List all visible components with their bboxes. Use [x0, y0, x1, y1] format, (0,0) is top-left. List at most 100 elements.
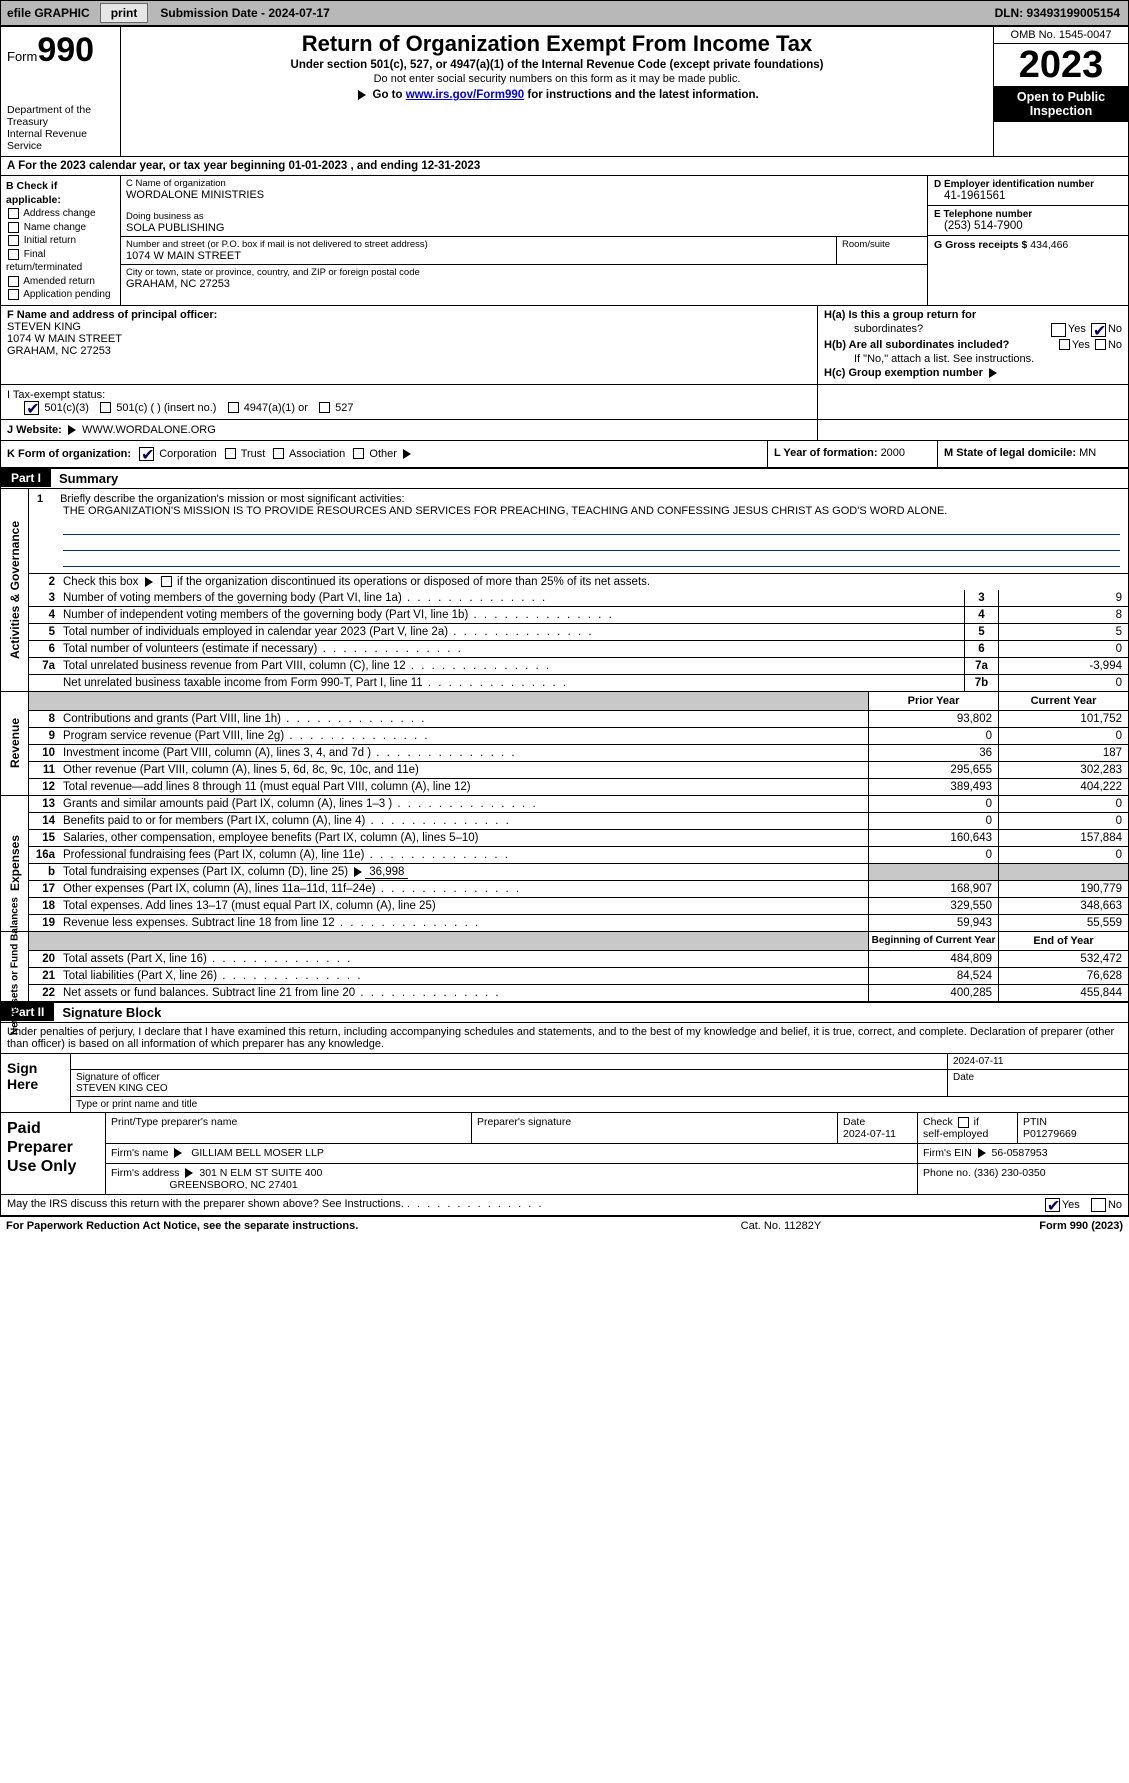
checkbox-icon[interactable] [100, 402, 111, 413]
line-box: 7b [964, 675, 998, 691]
chk5: Amended return [23, 276, 95, 287]
discuss-label: May the IRS discuss this return with the… [7, 1198, 404, 1210]
line-num: 15 [29, 830, 59, 846]
checkbox-icon[interactable] [228, 402, 239, 413]
i-label: I Tax-exempt status: [7, 389, 105, 401]
check-amended: Amended return [6, 275, 115, 289]
checkbox-icon[interactable] [8, 222, 19, 233]
m-val: MN [1079, 447, 1096, 459]
arrow-icon [174, 1148, 182, 1158]
line-2: 2 Check this box if the organization dis… [29, 574, 1128, 590]
checkbox-icon[interactable] [8, 276, 19, 287]
prep-date-val: 2024-07-11 [843, 1128, 896, 1140]
checkbox-icon[interactable] [1091, 1198, 1106, 1212]
dba-label: Doing business as [126, 211, 922, 222]
ha-label: H(a) Is this a group return for [824, 309, 976, 321]
line-num: 7a [29, 658, 59, 674]
netassets-section: Net Assets or Fund Balances Beginning of… [1, 932, 1128, 1003]
line-21: 21Total liabilities (Part X, line 26)84,… [29, 968, 1128, 985]
curr-val: 348,663 [998, 898, 1128, 914]
line-num [29, 675, 59, 691]
line-4: 4 Number of independent voting members o… [29, 607, 1128, 624]
checkbox-icon[interactable] [1045, 1198, 1060, 1212]
line-20: 20Total assets (Part X, line 16)484,8095… [29, 951, 1128, 968]
line-text: Benefits paid to or for members (Part IX… [59, 813, 868, 829]
prior-val: 160,643 [868, 830, 998, 846]
mission-text: THE ORGANIZATION'S MISSION IS TO PROVIDE… [37, 505, 1120, 517]
prep-row-3: Firm's address 301 N ELM ST SUITE 400 GR… [106, 1164, 1128, 1194]
checkbox-icon[interactable] [24, 401, 39, 415]
line-text: Contributions and grants (Part VIII, lin… [59, 711, 868, 727]
line-box: 6 [964, 641, 998, 657]
line-text: Professional fundraising fees (Part IX, … [59, 847, 868, 863]
checkbox-icon[interactable] [1095, 339, 1106, 350]
line-num: 6 [29, 641, 59, 657]
checkbox-icon[interactable] [273, 448, 284, 459]
suite-label: Room/suite [837, 237, 927, 264]
arrow-icon [358, 90, 366, 100]
curr-val: 55,559 [998, 915, 1128, 931]
firm-name-val: GILLIAM BELL MOSER LLP [191, 1147, 324, 1159]
street-label: Number and street (or P.O. box if mail i… [126, 239, 831, 250]
print-button[interactable]: print [100, 3, 149, 23]
governance-section: Activities & Governance 1 Briefly descri… [1, 489, 1128, 692]
line-val: 9 [998, 590, 1128, 606]
line-7a: 7a Total unrelated business revenue from… [29, 658, 1128, 675]
dba-name: SOLA PUBLISHING [126, 222, 922, 234]
checkbox-icon[interactable] [8, 235, 19, 246]
line-text: Total liabilities (Part X, line 26) [59, 968, 868, 984]
dept-irs: Internal Revenue Service [7, 128, 114, 152]
m-label: M State of legal domicile: [944, 447, 1079, 459]
tax-year: 2023 [994, 44, 1128, 86]
line-text: Total unrelated business revenue from Pa… [59, 658, 964, 674]
curr-val: 76,628 [998, 968, 1128, 984]
check-address: Address change [6, 207, 115, 221]
line-17: 17Other expenses (Part IX, column (A), l… [29, 881, 1128, 898]
form-title: Return of Organization Exempt From Incom… [129, 31, 985, 57]
checkbox-icon[interactable] [139, 447, 154, 461]
checkbox-icon[interactable] [1059, 339, 1070, 350]
checkbox-icon[interactable] [8, 208, 19, 219]
curr-val: 157,884 [998, 830, 1128, 846]
checkbox-icon[interactable] [8, 249, 19, 260]
governance-body: 1 Briefly describe the organization's mi… [29, 489, 1128, 691]
org-name-label: C Name of organization [126, 178, 922, 189]
part1-title: Summary [51, 469, 126, 488]
checkbox-icon[interactable] [958, 1117, 969, 1128]
street-val: 1074 W MAIN STREET [126, 250, 831, 262]
sig-date-label: Date [948, 1070, 1128, 1096]
expenses-body: 13Grants and similar amounts paid (Part … [29, 796, 1128, 931]
checkbox-icon[interactable] [161, 576, 172, 587]
check-pending: Application pending [6, 288, 115, 302]
line-text: Other revenue (Part VIII, column (A), li… [59, 762, 868, 778]
ein-val: 41-1961561 [934, 190, 1122, 202]
phone-cell: E Telephone number (253) 514-7900 [928, 206, 1128, 236]
checkbox-icon[interactable] [225, 448, 236, 459]
checkbox-icon[interactable] [319, 402, 330, 413]
line-text: Net unrelated business taxable income fr… [59, 675, 964, 691]
checkbox-icon[interactable] [353, 448, 364, 459]
state-domicile: M State of legal domicile: MN [938, 441, 1128, 467]
line-box: 5 [964, 624, 998, 640]
dots [407, 1198, 544, 1210]
checkbox-icon[interactable] [1051, 323, 1066, 337]
mission-block: 1 Briefly describe the organization's mi… [29, 489, 1128, 574]
paid-preparer-label: PaidPreparerUse Only [1, 1113, 106, 1194]
irs-link[interactable]: www.irs.gov/Form990 [406, 89, 524, 101]
dept-treasury: Department of the Treasury [7, 104, 114, 128]
checkbox-icon[interactable] [1091, 323, 1106, 337]
line-num: 11 [29, 762, 59, 778]
ein-label: D Employer identification number [934, 179, 1122, 190]
hc-row: H(c) Group exemption number [824, 367, 1122, 379]
checkbox-icon[interactable] [8, 289, 19, 300]
line-box: 7a [964, 658, 998, 674]
prep-date-label: Date [843, 1116, 865, 1128]
line-num: 12 [29, 779, 59, 795]
prior-year-header: Prior Year [868, 692, 998, 710]
line-19: 19Revenue less expenses. Subtract line 1… [29, 915, 1128, 931]
line-22: 22Net assets or fund balances. Subtract … [29, 985, 1128, 1001]
header-right: OMB No. 1545-0047 2023 Open to Public In… [993, 27, 1128, 156]
check-final: Final return/terminated [6, 248, 115, 275]
street-row: Number and street (or P.O. box if mail i… [121, 237, 927, 265]
col-spacer [29, 692, 868, 710]
